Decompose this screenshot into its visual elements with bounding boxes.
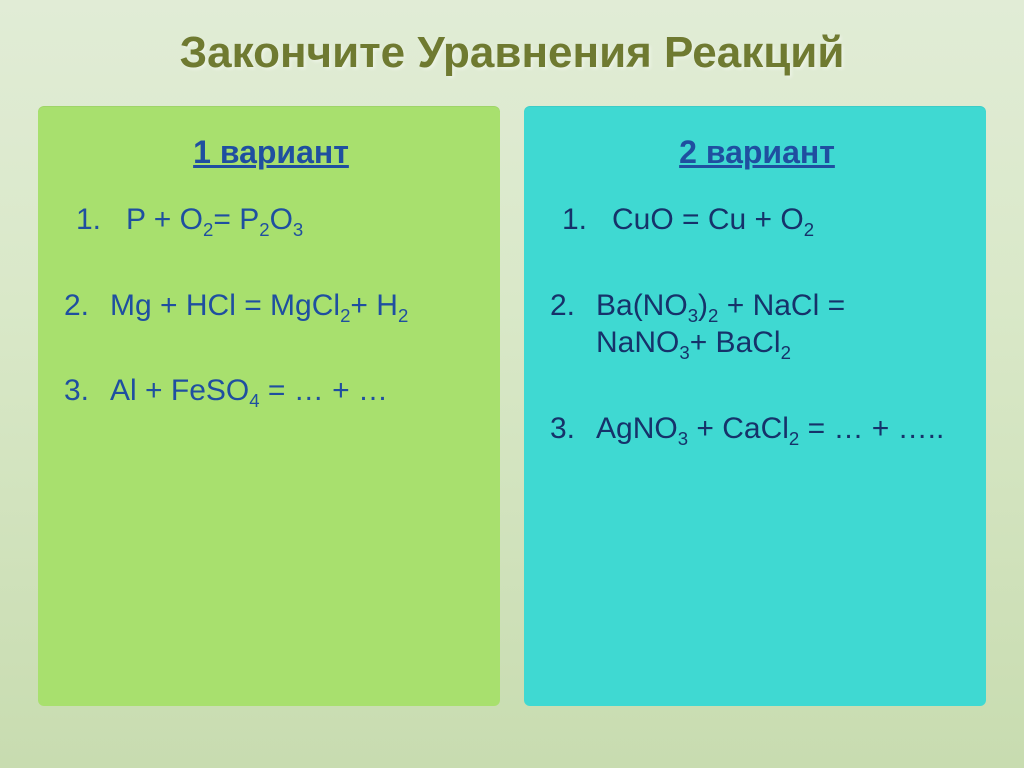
panel-variant-2: 2 вариант 1.CuO = Cu + O2 2.Ba(NO3)2 + Na… xyxy=(524,106,986,706)
panel-variant-1: 1 вариант 1.P + O2= P2O3 2.Mg + HCl = MgC… xyxy=(38,106,500,706)
variant-1-heading: 1 вариант xyxy=(64,134,478,171)
equation-number: 1. xyxy=(64,201,126,239)
equation-number: 3. xyxy=(64,372,110,410)
equation-formula: AgNO3 + CaCl2 = … + ….. xyxy=(596,410,964,448)
equation-number: 3. xyxy=(550,410,596,448)
columns-wrapper: 1 вариант 1.P + O2= P2O32.Mg + HCl = MgC… xyxy=(38,106,986,706)
equation-formula: P + O2= P2O3 xyxy=(126,201,478,239)
equation-row: 1.P + O2= P2O3 xyxy=(64,201,478,239)
equation-number: 2. xyxy=(550,287,596,362)
equation-formula: Mg + HCl = MgCl2+ H2 xyxy=(110,287,478,325)
slide: Закончите Уравнения Реакций 1 вариант 1.… xyxy=(0,0,1024,768)
equation-number: 2. xyxy=(64,287,110,325)
equation-formula: Ba(NO3)2 + NaCl = NaNO3+ BaCl2 xyxy=(596,287,964,362)
equations-list-left: 1.P + O2= P2O3 2.Mg + HCl = MgCl2+ H2 3.Al… xyxy=(64,201,478,410)
equation-row: 3.Al + FeSO4 = … + … xyxy=(64,372,478,410)
equation-number: 1. xyxy=(550,201,612,239)
equation-row: 2.Mg + HCl = MgCl2+ H2 xyxy=(64,287,478,325)
equation-row: 3.AgNO3 + CaCl2 = … + ….. xyxy=(550,410,964,448)
equation-formula: CuO = Cu + O2 xyxy=(612,201,964,239)
variant-2-heading: 2 вариант xyxy=(550,134,964,171)
equation-formula: Al + FeSO4 = … + … xyxy=(110,372,478,410)
equation-row: 2.Ba(NO3)2 + NaCl = NaNO3+ BaCl2 xyxy=(550,287,964,362)
equations-list-right: 1.CuO = Cu + O2 2.Ba(NO3)2 + NaCl = NaNO3… xyxy=(550,201,964,447)
slide-title: Закончите Уравнения Реакций xyxy=(38,28,986,78)
equation-row: 1.CuO = Cu + O2 xyxy=(550,201,964,239)
